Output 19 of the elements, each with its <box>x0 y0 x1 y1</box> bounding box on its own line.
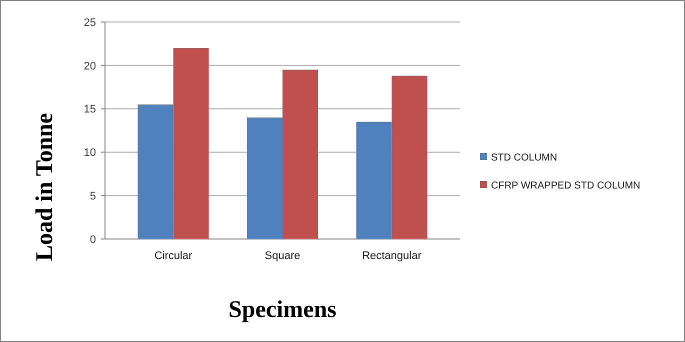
bar <box>356 122 392 239</box>
bar <box>138 104 174 239</box>
y-axis-title: Load in Tonne <box>32 112 58 262</box>
y-tick-label: 15 <box>84 104 96 116</box>
y-tick-label: 10 <box>84 147 96 160</box>
legend-label: CFRP WRAPPED STD COLUMN <box>491 180 640 192</box>
bar <box>282 70 318 239</box>
x-tick-label: Rectangular <box>362 250 422 262</box>
bar <box>247 117 282 239</box>
bar <box>173 48 209 239</box>
y-tick-label: 25 <box>84 16 96 29</box>
bar <box>392 76 428 239</box>
x-axis-title: Specimens <box>228 297 336 323</box>
x-tick-label: Square <box>264 250 300 262</box>
y-tick-label: 0 <box>90 234 96 246</box>
legend-label: STD COLUMN <box>491 152 558 164</box>
y-tick-label: 20 <box>84 60 96 72</box>
y-tick-label: 5 <box>90 190 96 202</box>
x-tick-label: Circular <box>154 250 193 262</box>
